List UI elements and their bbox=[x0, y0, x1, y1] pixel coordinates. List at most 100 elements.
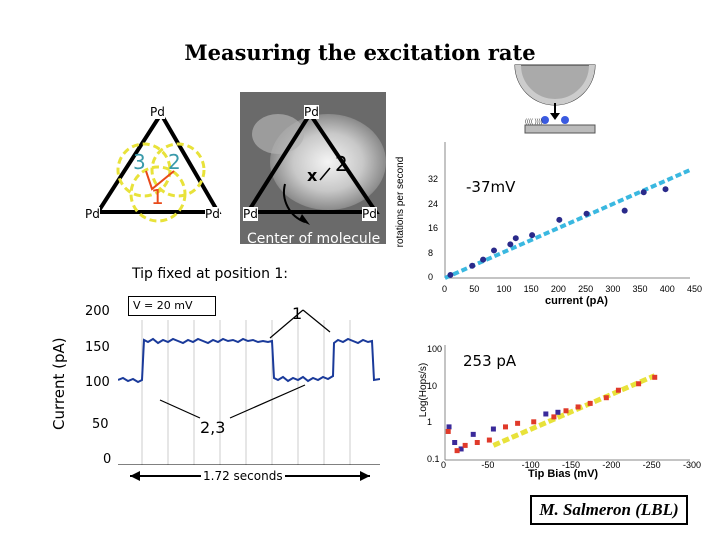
chart1-annotation: -37mV bbox=[466, 178, 516, 196]
y-tick-label: 0.1 bbox=[427, 454, 440, 464]
ytick: 150 bbox=[85, 340, 110, 355]
center-of-molecule-label: Center of molecule bbox=[247, 231, 381, 247]
svg-text:(((( )))): (((( )))) bbox=[525, 119, 543, 125]
data-point bbox=[531, 419, 537, 425]
hop-path bbox=[145, 170, 175, 191]
rotation-rate-chart bbox=[444, 142, 691, 280]
data-point bbox=[452, 440, 458, 446]
x-tick-label: -100 bbox=[521, 460, 540, 470]
x-tick-label: -300 bbox=[683, 460, 702, 470]
x-tick-label: 0 bbox=[441, 460, 447, 470]
ytick: 50 bbox=[92, 417, 109, 432]
data-point bbox=[583, 210, 590, 217]
data-point bbox=[491, 247, 497, 254]
data-point bbox=[462, 442, 468, 448]
data-point bbox=[556, 216, 563, 223]
data-point bbox=[486, 437, 492, 443]
chart2-xlabel: Tip Bias (mV) bbox=[528, 468, 599, 480]
pd-label: Pd bbox=[150, 105, 165, 119]
x-tick-label: -150 bbox=[562, 460, 581, 470]
data-point bbox=[551, 414, 557, 420]
data-point bbox=[529, 232, 536, 239]
data-point bbox=[446, 424, 452, 430]
current-trace-plot bbox=[118, 320, 380, 465]
pd-label: Pd bbox=[85, 207, 100, 221]
molecule-triangle-right bbox=[244, 110, 380, 214]
data-point bbox=[543, 411, 549, 417]
voltage-box: V = 20 mV bbox=[128, 296, 216, 316]
position-circle-2 bbox=[150, 142, 206, 198]
x-mark: x bbox=[307, 166, 318, 185]
y-tick-label: 8 bbox=[428, 247, 434, 258]
duration-label: 1.72 seconds bbox=[201, 469, 285, 483]
pd-label: Pd bbox=[304, 105, 319, 119]
level-23-label: 2,3 bbox=[200, 418, 226, 437]
data-point bbox=[652, 374, 658, 380]
pd-label: Pd bbox=[362, 207, 377, 221]
data-point bbox=[587, 400, 593, 406]
chart1-ylabel: rotations per second bbox=[395, 156, 406, 248]
pd-label: Pd bbox=[205, 207, 220, 221]
position-circle-3 bbox=[116, 142, 172, 198]
ytick: 0 bbox=[103, 452, 112, 467]
x-tick-label: 300 bbox=[605, 284, 621, 294]
trace-arrows bbox=[130, 309, 370, 481]
position-label-2: 2 bbox=[168, 150, 181, 174]
data-point bbox=[503, 424, 508, 430]
data-point bbox=[555, 409, 561, 415]
x-tick-label: 250 bbox=[578, 284, 594, 294]
y-tick-label: 32 bbox=[428, 174, 439, 184]
data-point bbox=[662, 186, 669, 193]
pd-label: Pd bbox=[243, 207, 258, 221]
data-point bbox=[469, 262, 476, 269]
data-point bbox=[640, 189, 647, 196]
stm-panel: Pd Pd Pd Pd Pd Pd 3 2 1 2 x Center of mo… bbox=[80, 92, 386, 247]
tip-caption: Tip fixed at position 1: bbox=[132, 266, 289, 282]
y-tick-label: 24 bbox=[428, 198, 439, 209]
ytick: 100 bbox=[85, 375, 110, 390]
y-tick-label: 16 bbox=[428, 223, 439, 233]
molecule-triangle-left bbox=[94, 110, 222, 214]
credit-box: M. Salmeron (LBL) bbox=[530, 495, 688, 525]
position-label-3: 3 bbox=[133, 150, 146, 174]
fit-line bbox=[492, 373, 656, 448]
x-tick-label: 350 bbox=[632, 284, 648, 294]
y-tick-label: 0 bbox=[428, 272, 434, 282]
ytick: 200 bbox=[85, 304, 110, 319]
x-tick-label: 50 bbox=[469, 284, 480, 294]
data-point bbox=[470, 431, 476, 437]
data-point bbox=[636, 381, 642, 387]
x-tick-label: -250 bbox=[642, 460, 661, 470]
data-point bbox=[507, 241, 514, 248]
data-point bbox=[621, 207, 628, 214]
y-tick-label: 100 bbox=[427, 344, 443, 354]
data-point bbox=[603, 395, 609, 401]
x-tick-label: 100 bbox=[496, 284, 512, 294]
position-label-2-image: 2 bbox=[335, 152, 348, 176]
x-tick-label: 450 bbox=[687, 284, 703, 294]
data-point bbox=[445, 428, 451, 434]
stm-tip-illustration: (((( )))) bbox=[514, 64, 596, 134]
hop-rate-chart bbox=[444, 345, 690, 461]
data-point bbox=[575, 404, 581, 410]
x-tick-label: 200 bbox=[550, 284, 566, 294]
y-tick-label: 1 bbox=[427, 417, 433, 428]
data-point bbox=[474, 440, 480, 446]
chart2-annotation: 253 pA bbox=[463, 352, 517, 370]
current-ylabel: Current (pA) bbox=[50, 337, 68, 430]
x-tick-label: 400 bbox=[659, 284, 675, 294]
x-tick-label: 150 bbox=[523, 284, 539, 294]
data-point bbox=[512, 235, 519, 242]
data-point bbox=[615, 387, 621, 393]
x-tick-label: -50 bbox=[481, 460, 495, 470]
position-circle-1 bbox=[129, 165, 187, 223]
data-point bbox=[490, 426, 496, 432]
chart1-xlabel: current (pA) bbox=[545, 295, 608, 307]
position-label-1: 1 bbox=[151, 185, 164, 209]
data-point bbox=[515, 420, 521, 426]
data-point bbox=[480, 256, 487, 263]
y-tick-label: 10 bbox=[427, 380, 438, 391]
data-point bbox=[458, 446, 464, 452]
x-tick-label: 0 bbox=[442, 284, 448, 294]
level-1-label: 1 bbox=[292, 304, 303, 323]
